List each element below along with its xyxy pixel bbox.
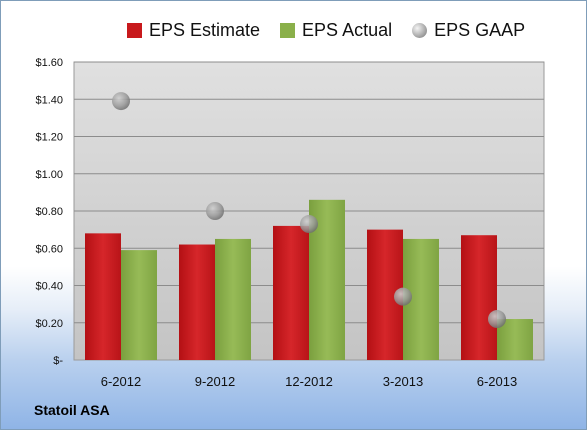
legend-swatch-eps-estimate <box>127 22 142 38</box>
point-eps-gaap <box>488 310 506 329</box>
point-eps-gaap <box>300 215 318 234</box>
bar-eps-actual <box>215 238 251 360</box>
legend-swatch-eps-actual <box>280 22 296 38</box>
y-tick-label: $0.80 <box>35 206 63 218</box>
point-eps-gaap <box>112 92 130 111</box>
x-tick-label: 6-2012 <box>101 374 141 389</box>
bar-eps-estimate <box>273 225 309 360</box>
legend-label-eps-estimate: EPS Estimate <box>149 19 261 40</box>
y-tick-label: $0.60 <box>35 243 63 255</box>
y-tick-label: $1.40 <box>35 94 63 106</box>
company-name: Statoil ASA <box>34 402 110 418</box>
legend-label-eps-actual: EPS Actual <box>302 19 393 40</box>
x-tick-label: 6-2013 <box>477 374 517 389</box>
y-tick-label: $- <box>53 355 63 367</box>
y-tick-label: $0.40 <box>35 281 63 293</box>
bar-eps-estimate <box>85 233 121 360</box>
bar-eps-actual <box>121 250 157 360</box>
point-eps-gaap <box>394 287 412 306</box>
legend-label-eps-gaap: EPS GAAP <box>434 19 526 40</box>
legend: EPS Estimate EPS Actual EPS GAAP <box>127 17 545 43</box>
y-tick-label: $1.60 <box>35 57 63 69</box>
legend-item-eps-gaap: EPS GAAP <box>412 20 525 41</box>
bar-eps-estimate <box>179 244 215 360</box>
y-tick-label: $1.20 <box>35 132 63 144</box>
bar-eps-actual <box>497 319 533 360</box>
y-tick-label: $0.20 <box>35 318 63 330</box>
legend-item-eps-estimate: EPS Estimate <box>127 20 260 41</box>
x-tick-label: 12-2012 <box>285 374 333 389</box>
x-tick-label: 9-2012 <box>195 374 235 389</box>
legend-item-eps-actual: EPS Actual <box>280 20 392 41</box>
bar-eps-estimate <box>461 235 497 360</box>
y-tick-label: $1.00 <box>35 169 63 181</box>
point-eps-gaap <box>206 202 224 220</box>
legend-swatch-eps-gaap <box>412 22 428 38</box>
x-tick-label: 3-2013 <box>383 374 423 389</box>
